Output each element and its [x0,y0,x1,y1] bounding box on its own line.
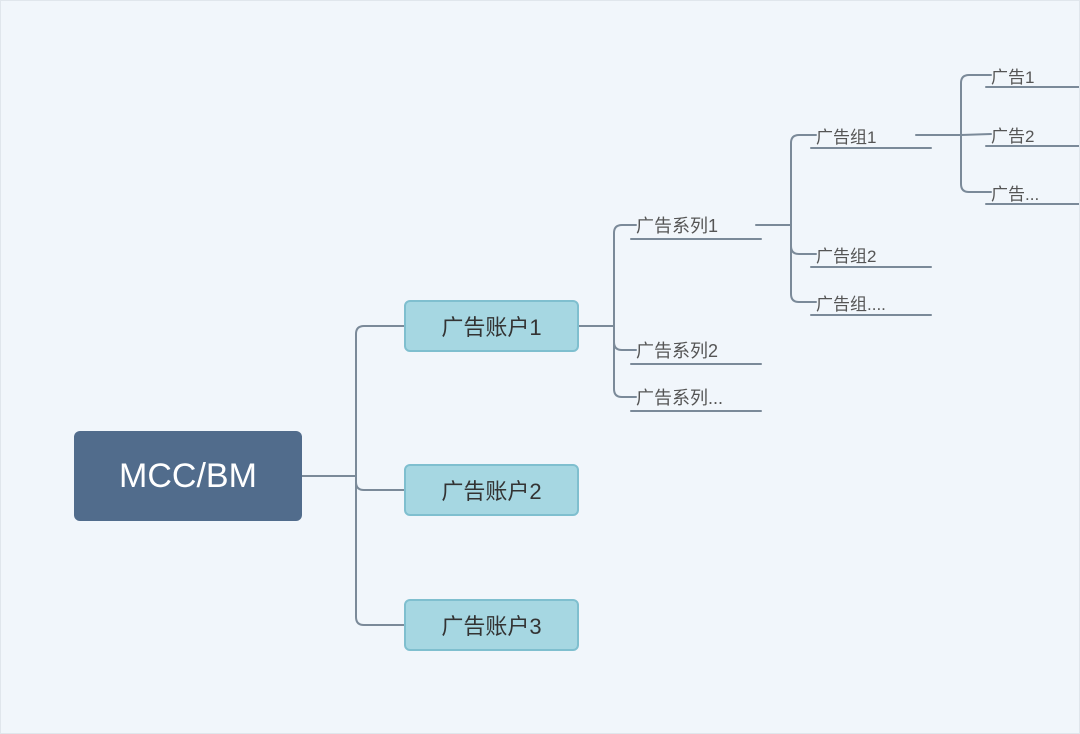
ad-label: 广告... [991,180,1039,205]
root-label: MCC/BM [119,457,257,496]
ad-label: 广告1 [991,63,1034,88]
root-node: MCC/BM [74,431,302,521]
campaign-label: 广告系列... [636,384,723,410]
ad-node-3: 广告... [991,180,1071,204]
campaign-label: 广告系列2 [636,337,718,363]
account-node-2: 广告账户2 [404,464,579,516]
ad-label: 广告2 [991,122,1034,147]
campaign-node-1: 广告系列1 [636,211,756,239]
ad-node-1: 广告1 [991,63,1071,87]
account-label: 广告账户1 [441,310,541,342]
adgroup-label: 广告组1 [816,123,876,148]
adgroup-label: 广告组2 [816,242,876,267]
adgroup-node-2: 广告组2 [816,241,916,267]
account-label: 广告账户3 [441,609,541,641]
ad-node-2: 广告2 [991,122,1071,146]
adgroup-node-3: 广告组.... [816,289,916,315]
campaign-node-3: 广告系列... [636,383,756,411]
adgroup-label: 广告组.... [816,290,886,315]
mindmap-canvas: MCC/BM 广告账户1 广告账户2 广告账户3 广告系列1 广告系列2 广告系… [0,0,1080,734]
adgroup-node-1: 广告组1 [816,122,916,148]
campaign-node-2: 广告系列2 [636,336,756,364]
account-label: 广告账户2 [441,474,541,506]
campaign-label: 广告系列1 [636,212,718,238]
account-node-1: 广告账户1 [404,300,579,352]
account-node-3: 广告账户3 [404,599,579,651]
